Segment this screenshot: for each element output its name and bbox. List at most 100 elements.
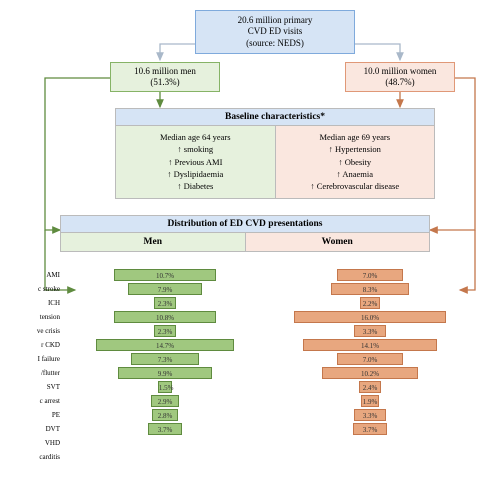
tornado-bar: 1.9% bbox=[361, 395, 379, 407]
tornado-row: 3.7% bbox=[285, 422, 455, 436]
baseline-men-col: Median age 64 years↑ smoking↑ Previous A… bbox=[116, 126, 276, 198]
tornado-bar: 16.0% bbox=[294, 311, 445, 323]
men-count-box: 10.6 million men (51.3%) bbox=[110, 62, 220, 92]
dist-women-header: Women bbox=[246, 233, 430, 251]
tornado-bar: 2.4% bbox=[359, 381, 382, 393]
top-summary-box: 20.6 million primary CVD ED visits (sour… bbox=[195, 10, 355, 54]
men-count-line2: (51.3%) bbox=[150, 77, 179, 88]
tornado-row-label: c stroke bbox=[0, 282, 60, 296]
tornado-bar-pct: 2.8% bbox=[153, 410, 177, 422]
tornado-row: 2.4% bbox=[285, 380, 455, 394]
dist-men-header: Men bbox=[61, 233, 246, 251]
baseline-women-item: ↑ Cerebrovascular disease bbox=[284, 180, 427, 192]
tornado-bar: 9.9% bbox=[118, 367, 212, 379]
tornado-row: 2.8% bbox=[80, 408, 250, 422]
baseline-men-item: ↑ Dyslipidaemia bbox=[124, 168, 267, 180]
tornado-bar-pct: 10.8% bbox=[115, 312, 215, 324]
tornado-row-label: c arrest bbox=[0, 394, 60, 408]
tornado-bar-pct: 3.3% bbox=[355, 410, 384, 422]
tornado-women-chart: 7.0%8.3%2.2%16.0%3.3%14.1%7.0%10.2%2.4%1… bbox=[285, 268, 455, 464]
baseline-women-item: ↑ Anaemia bbox=[284, 168, 427, 180]
tornado-bar: 2.3% bbox=[154, 325, 176, 337]
tornado-bar: 1.5% bbox=[158, 381, 172, 393]
tornado-bar: 7.3% bbox=[131, 353, 200, 365]
tornado-bar: 10.2% bbox=[322, 367, 418, 379]
baseline-men-item: ↑ Diabetes bbox=[124, 180, 267, 192]
tornado-bar-pct: 2.2% bbox=[361, 298, 380, 310]
tornado-row: 14.7% bbox=[80, 338, 250, 352]
tornado-bar: 3.7% bbox=[148, 423, 183, 435]
tornado-row: 1.5% bbox=[80, 380, 250, 394]
tornado-row: 3.3% bbox=[285, 408, 455, 422]
tornado-bar-pct: 3.7% bbox=[149, 424, 182, 436]
tornado-bar-pct: 8.3% bbox=[332, 284, 408, 296]
tornado-bar-pct: 7.0% bbox=[338, 354, 402, 366]
tornado-bar-pct: 14.7% bbox=[97, 340, 234, 352]
women-count-box: 10.0 million women (48.7%) bbox=[345, 62, 455, 92]
tornado-row bbox=[285, 450, 455, 464]
tornado-bar: 2.2% bbox=[360, 297, 381, 309]
tornado-bar-pct: 14.1% bbox=[304, 340, 435, 352]
women-count-line1: 10.0 million women bbox=[364, 66, 437, 77]
baseline-women-col: Median age 69 years↑ Hypertension↑ Obesi… bbox=[276, 126, 435, 198]
tornado-row-label: AMI bbox=[0, 268, 60, 282]
tornado-bar: 2.9% bbox=[151, 395, 178, 407]
tornado-row-label: ve crisis bbox=[0, 324, 60, 338]
baseline-title: Baseline characteristics* bbox=[116, 109, 434, 126]
tornado-bar-pct: 2.9% bbox=[152, 396, 177, 408]
baseline-men-item: ↑ smoking bbox=[124, 143, 267, 155]
tornado-row: 2.3% bbox=[80, 324, 250, 338]
baseline-men-item: ↑ Previous AMI bbox=[124, 156, 267, 168]
tornado-row: 10.2% bbox=[285, 366, 455, 380]
tornado-row bbox=[80, 436, 250, 450]
tornado-row: 16.0% bbox=[285, 310, 455, 324]
tornado-row-label: I failure bbox=[0, 352, 60, 366]
baseline-women-item: ↑ Hypertension bbox=[284, 143, 427, 155]
tornado-row: 14.1% bbox=[285, 338, 455, 352]
baseline-women-item: Median age 69 years bbox=[284, 131, 427, 143]
tornado-row-label: tension bbox=[0, 310, 60, 324]
tornado-bar: 10.7% bbox=[114, 269, 215, 281]
tornado-row-label: DVT bbox=[0, 422, 60, 436]
tornado-bar-pct: 7.0% bbox=[338, 270, 402, 282]
top-line1: 20.6 million primary bbox=[238, 15, 313, 26]
distribution-box: Distribution of ED CVD presentations Men… bbox=[60, 215, 430, 252]
tornado-row: 3.3% bbox=[285, 324, 455, 338]
tornado-bar-pct: 16.0% bbox=[295, 312, 444, 324]
tornado-row-label: /flutter bbox=[0, 366, 60, 380]
tornado-row bbox=[80, 450, 250, 464]
tornado-row-label: ICH bbox=[0, 296, 60, 310]
men-count-line1: 10.6 million men bbox=[134, 66, 196, 77]
tornado-bar-pct: 7.9% bbox=[129, 284, 202, 296]
tornado-bar-pct: 2.3% bbox=[155, 326, 175, 338]
tornado-bar-pct: 9.9% bbox=[119, 368, 211, 380]
tornado-row-label: carditis bbox=[0, 450, 60, 464]
tornado-row: 9.9% bbox=[80, 366, 250, 380]
tornado-row-label: VHD bbox=[0, 436, 60, 450]
tornado-bar: 3.7% bbox=[353, 423, 388, 435]
tornado-row-label: r CKD bbox=[0, 338, 60, 352]
baseline-women-item: ↑ Obesity bbox=[284, 156, 427, 168]
tornado-bar-pct: 1.5% bbox=[159, 382, 171, 394]
tornado-bar-pct: 1.9% bbox=[362, 396, 378, 408]
tornado-bar: 7.9% bbox=[128, 283, 203, 295]
tornado-row-label: SVT bbox=[0, 380, 60, 394]
tornado-row: 1.9% bbox=[285, 394, 455, 408]
tornado-bar: 3.3% bbox=[354, 409, 385, 421]
tornado-row: 10.7% bbox=[80, 268, 250, 282]
tornado-bar: 10.8% bbox=[114, 311, 216, 323]
tornado-bar-pct: 10.2% bbox=[323, 368, 417, 380]
tornado-bar: 2.3% bbox=[154, 297, 176, 309]
tornado-bar: 3.3% bbox=[354, 325, 385, 337]
baseline-men-item: Median age 64 years bbox=[124, 131, 267, 143]
tornado-row: 10.8% bbox=[80, 310, 250, 324]
women-count-line2: (48.7%) bbox=[385, 77, 414, 88]
tornado-row: 2.2% bbox=[285, 296, 455, 310]
tornado-bar: 7.0% bbox=[337, 353, 403, 365]
tornado-bar-pct: 2.3% bbox=[155, 298, 175, 310]
top-line2: CVD ED visits bbox=[248, 26, 303, 37]
tornado-bar-pct: 2.4% bbox=[360, 382, 381, 394]
tornado-row-label: PE bbox=[0, 408, 60, 422]
tornado-chart: AMIc strokeICHtensionve crisisr CKDI fai… bbox=[0, 268, 500, 478]
tornado-bar-pct: 3.7% bbox=[354, 424, 387, 436]
